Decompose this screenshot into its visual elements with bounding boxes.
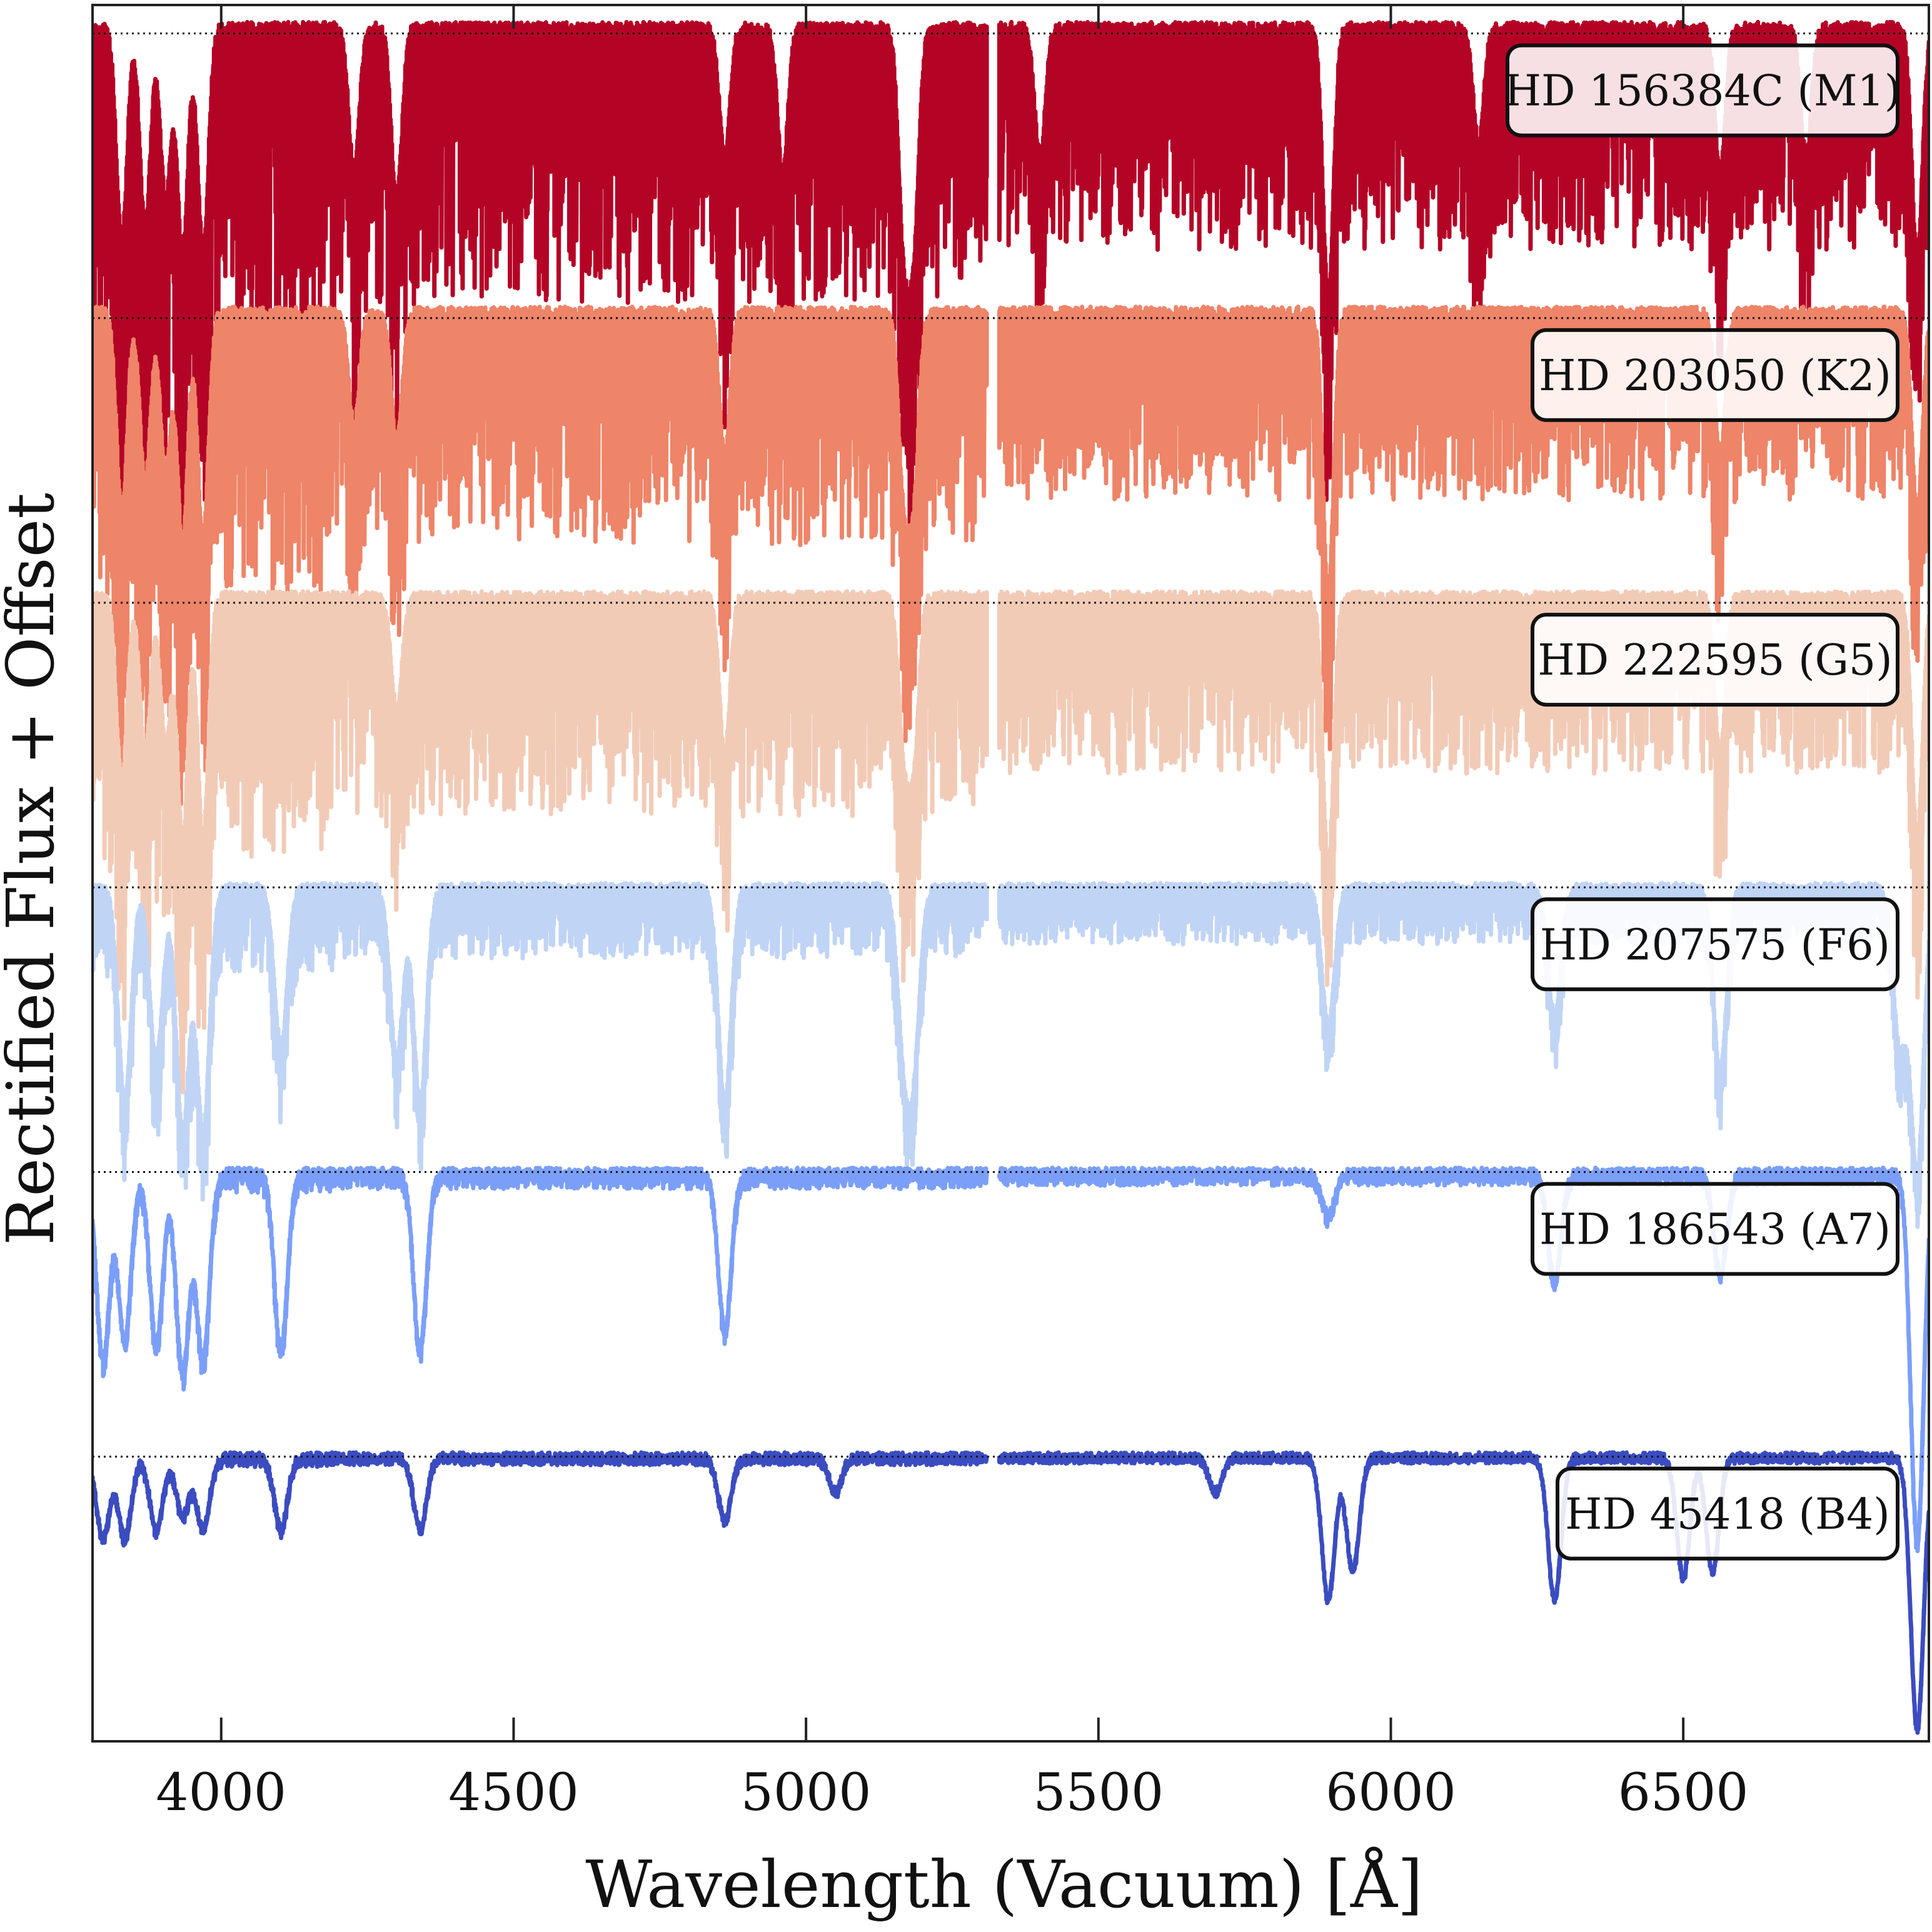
series-line-3-segment-0 [93,880,989,1202]
series-label-3: HD 207575 (F6) [1540,920,1890,970]
series-label-2: HD 222595 (G5) [1537,636,1892,685]
y-axis-label: Rectified Flux + Offset [0,493,69,1245]
series-line-1-segment-0 [93,304,989,807]
series-line-0-segment-0 [93,19,989,564]
x-tick-label-4000: 4000 [156,1763,286,1823]
series-line-4-segment-1 [997,1165,1929,1554]
x-tick-label-5500: 5500 [1033,1763,1164,1823]
plot-area [91,4,1930,1743]
series-label-box-3 [1531,897,1899,992]
axes-frame [91,4,1930,1743]
series-line-2-segment-0 [93,589,989,1095]
series-label-box-1 [1531,328,1899,422]
x-axis-label: Wavelength (Vacuum) [Å] [585,1846,1422,1923]
series-label-box-5 [1556,1466,1899,1561]
x-tick-label-4500: 4500 [448,1763,579,1823]
series-line-5-segment-0 [93,1450,989,1548]
axis-ticks: 4000 4500 5000 5500 6000 6500 [156,5,1748,1823]
series-labels: HD 156384C (M1) HD 203050 (K2) HD 222595 (… [1504,43,1901,1561]
x-tick-label-5000: 5000 [741,1763,872,1823]
series-line-3-segment-1 [997,880,1929,1229]
series-label-1: HD 203050 (K2) [1539,351,1891,401]
series-line-4-segment-0 [93,1165,989,1392]
series-label-5: HD 45418 (B4) [1565,1490,1890,1539]
series-line-5-segment-1 [997,1450,1929,1735]
x-tick-label-6000: 6000 [1326,1763,1456,1823]
series-label-box-0 [1506,43,1899,138]
series-label-0: HD 156384C (M1) [1504,67,1901,116]
series-label-4: HD 186543 (A7) [1539,1205,1891,1255]
series-label-box-4 [1531,1182,1899,1276]
series-label-box-2 [1531,613,1899,707]
x-tick-label-6500: 6500 [1618,1763,1749,1823]
